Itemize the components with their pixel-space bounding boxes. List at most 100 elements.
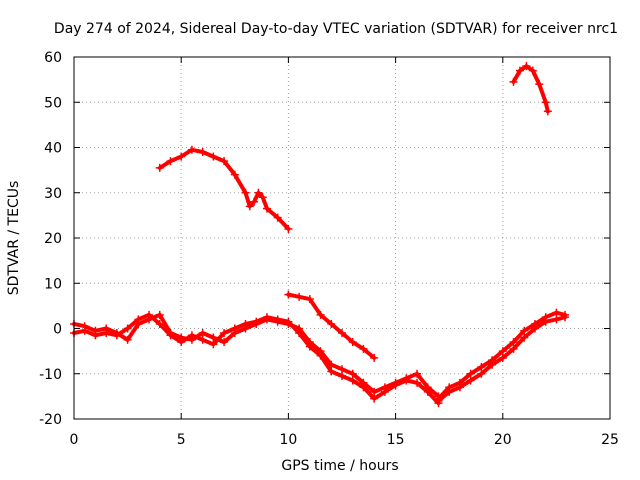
data-point [187, 331, 196, 340]
data-point [348, 369, 357, 378]
data-point [316, 351, 325, 360]
data-point [530, 324, 539, 333]
data-point [338, 329, 346, 338]
data-point [91, 331, 100, 340]
data-point [254, 188, 263, 197]
data-point [348, 376, 357, 385]
data-point [338, 372, 346, 381]
data-point [123, 324, 132, 333]
data-point [509, 344, 518, 353]
x-tick-label: 5 [177, 432, 186, 448]
data-point [445, 387, 454, 396]
data-point [166, 331, 175, 340]
data-point [477, 362, 486, 371]
data-point [145, 310, 154, 319]
data-point [359, 383, 368, 392]
y-tick-label: -20 [39, 412, 62, 428]
data-point [295, 292, 304, 301]
data-point [515, 66, 524, 75]
data-point [528, 66, 537, 75]
data-point [509, 77, 518, 86]
y-tick-label: 50 [44, 95, 62, 111]
data-point [413, 369, 422, 378]
data-point [455, 383, 464, 392]
x-tick-label: 20 [494, 432, 512, 448]
data-point [241, 319, 250, 328]
data-point [543, 107, 552, 116]
y-tick-label: 60 [44, 50, 62, 66]
data-point [391, 381, 400, 390]
data-point [520, 333, 529, 342]
data-point [520, 326, 529, 335]
data-point [252, 317, 261, 326]
data-point [488, 360, 497, 369]
data-point [522, 62, 531, 71]
data-point [209, 152, 218, 161]
data-point [112, 331, 121, 340]
data-point [509, 338, 518, 347]
series-arc-3 [157, 147, 291, 231]
data-point [284, 224, 293, 233]
data-point [380, 387, 389, 396]
data-point [434, 396, 443, 405]
data-point [209, 333, 218, 342]
data-point [155, 163, 164, 172]
data-point [155, 319, 164, 328]
data-point [327, 367, 336, 376]
data-point [241, 188, 250, 197]
data-point [220, 338, 229, 347]
data-point [295, 329, 304, 338]
data-point [402, 376, 411, 385]
data-point [250, 197, 259, 206]
data-point [245, 202, 254, 211]
data-point [423, 387, 432, 396]
y-tick-label: 20 [44, 231, 62, 247]
data-point [498, 347, 507, 356]
data-point [477, 369, 486, 378]
y-tick-label: 40 [44, 141, 62, 157]
chart-title: Day 274 of 2024, Sidereal Day-to-day VTE… [54, 21, 618, 37]
data-point [102, 329, 111, 338]
series-arc-6 [436, 315, 567, 403]
y-tick-label: 30 [44, 186, 62, 202]
data-point [541, 317, 550, 326]
x-tick-label: 15 [387, 432, 405, 448]
data-point [262, 204, 271, 213]
data-point [262, 313, 271, 322]
series-arc-7 [511, 64, 550, 114]
data-point [134, 315, 143, 324]
data-point [413, 378, 422, 387]
y-tick-label: -10 [39, 367, 62, 383]
data-point [348, 338, 357, 347]
data-point [198, 329, 207, 338]
data-point [155, 310, 164, 319]
data-point [305, 295, 314, 304]
data-point [498, 353, 507, 362]
data-point [166, 157, 175, 166]
data-point [80, 326, 89, 335]
data-point [258, 193, 267, 202]
data-point [305, 342, 314, 351]
data-point [198, 335, 207, 344]
data-point [209, 340, 218, 349]
x-tick-label: 25 [601, 432, 619, 448]
y-tick-label: 0 [53, 322, 62, 338]
data-point [359, 344, 368, 353]
data-point [284, 317, 293, 326]
data-point [273, 315, 282, 324]
grid-lines [74, 57, 610, 419]
data-point [220, 329, 229, 338]
data-point [284, 290, 293, 299]
y-tick-label: 10 [44, 276, 62, 292]
data-point [273, 213, 282, 222]
data-point [220, 157, 229, 166]
axis-ticks: 0 5 10 15 20 25 -20 -10 0 10 20 30 40 50 60 [39, 50, 619, 448]
data-point [198, 148, 207, 157]
x-tick-label: 10 [279, 432, 297, 448]
data-point [327, 319, 336, 328]
data-point [177, 338, 186, 347]
x-tick-label: 0 [70, 432, 79, 448]
data-point [177, 152, 186, 161]
data-point [370, 353, 379, 362]
